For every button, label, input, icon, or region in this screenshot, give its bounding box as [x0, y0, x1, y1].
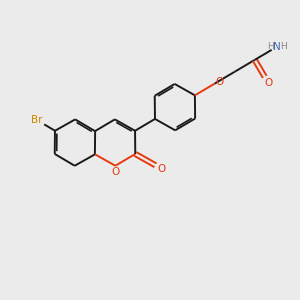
Text: H: H: [280, 42, 287, 51]
Text: Br: Br: [31, 115, 43, 125]
Text: O: O: [216, 77, 224, 87]
Text: O: O: [157, 164, 165, 173]
Text: H: H: [267, 42, 274, 51]
Text: N: N: [273, 41, 281, 52]
Text: O: O: [111, 167, 119, 177]
Text: O: O: [264, 78, 273, 88]
